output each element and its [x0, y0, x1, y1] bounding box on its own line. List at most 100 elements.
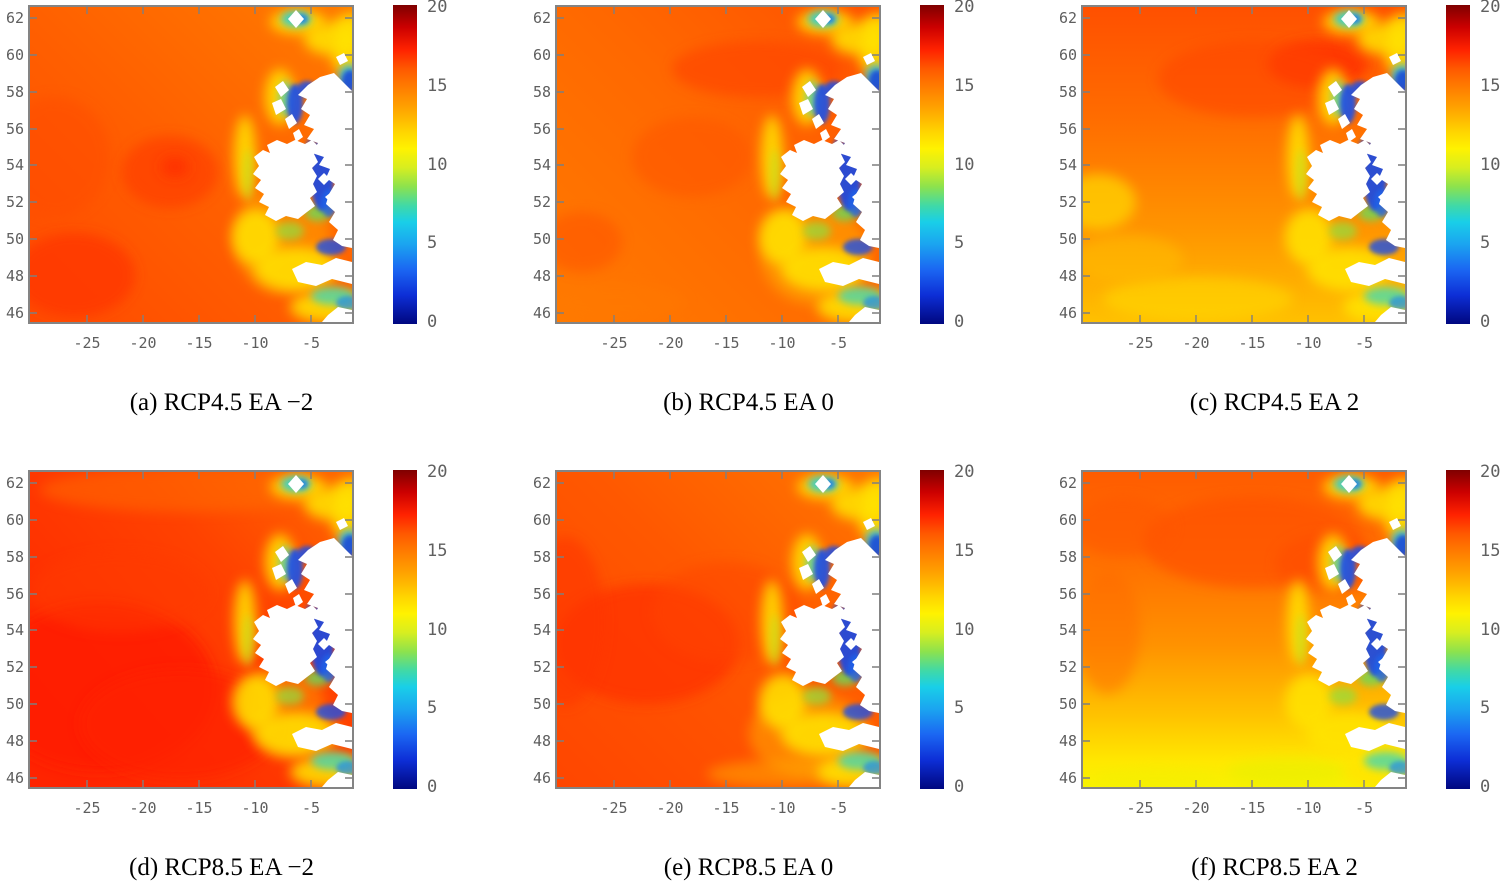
colorbar-tick-label: 10: [1480, 619, 1501, 640]
x-tick-label: -20: [1182, 334, 1210, 352]
y-tick-label: 46: [532, 769, 551, 787]
colorbar-tick-label: 10: [427, 619, 448, 640]
brittany-landmass: [1375, 307, 1405, 322]
y-tick-label: 54: [1058, 156, 1077, 174]
brittany-landmass: [1375, 772, 1405, 787]
hebrides-islet-1: [275, 546, 289, 562]
contour-map-d: [30, 472, 352, 787]
shetland-islet: [1341, 10, 1357, 28]
y-tick-label: 54: [532, 621, 551, 639]
y-tick-label: 58: [5, 83, 24, 101]
ireland-landmass: [1306, 605, 1371, 686]
panel-caption-a: (a) RCP4.5 EA −2: [129, 389, 314, 416]
great-britain-landmass: [1351, 538, 1405, 713]
x-tick-label: -10: [768, 799, 796, 817]
axis-tick-marks: [1083, 7, 1405, 322]
y-tick-label: 54: [5, 156, 24, 174]
colorbar-tick-label: 10: [427, 154, 448, 175]
isle-of-man-islet: [1371, 638, 1383, 650]
x-tick-label: -10: [1294, 334, 1322, 352]
y-tick-label: 54: [532, 156, 551, 174]
colorbar-tick-label: 20: [954, 0, 975, 17]
hebrides-islet-2: [272, 564, 286, 580]
orkney-islet: [863, 518, 875, 530]
hebrides-islet-2: [799, 99, 813, 115]
sea-color-band: [30, 552, 210, 632]
anglesey-islet: [1378, 658, 1388, 667]
orkney-islet: [1389, 518, 1401, 530]
cornwall-landmass: [292, 258, 352, 286]
sea-color-band: [770, 149, 780, 201]
ireland-landmass: [1306, 140, 1371, 221]
y-tick-label: 56: [532, 120, 551, 138]
y-tick-label: 56: [1058, 585, 1077, 603]
y-tick-label: 52: [1058, 193, 1077, 211]
axis-tick-marks: [1083, 472, 1405, 787]
y-tick-label: 60: [1058, 46, 1077, 64]
colorbar-tick-label: 15: [1480, 540, 1501, 561]
y-tick-label: 50: [5, 230, 24, 248]
hebrides-islet-4: [820, 594, 830, 607]
colorbar: [1446, 470, 1470, 789]
colorbar-tick-label: 15: [1480, 75, 1501, 96]
isle-of-man-islet: [318, 638, 330, 650]
y-tick-label: 50: [1058, 695, 1077, 713]
anglesey-islet: [1378, 193, 1388, 202]
panel-caption-c: (c) RCP4.5 EA 2: [1189, 389, 1360, 416]
isle-of-man-islet: [1371, 173, 1383, 185]
sea-color-band: [336, 761, 352, 775]
sea-color-band: [1158, 41, 1348, 117]
contour-map-f: [1083, 472, 1405, 787]
sea-color-band: [1387, 13, 1405, 41]
isle-of-man-islet: [845, 638, 857, 650]
colorbar-tick-label: 0: [427, 312, 438, 332]
x-tick-label: -15: [185, 334, 213, 352]
sea-color-band: [557, 212, 622, 272]
colorbar-tick-label: 0: [427, 777, 438, 797]
x-tick-label: -15: [185, 799, 213, 817]
contour-map-a: [30, 7, 352, 322]
colorbar-tick-label: 15: [954, 540, 975, 561]
x-tick-label: -10: [241, 799, 269, 817]
y-tick-label: 52: [532, 658, 551, 676]
hebrides-islet-1: [1328, 546, 1342, 562]
map-panel-f: [1081, 470, 1407, 789]
map-panel-e: [555, 470, 881, 789]
hebrides-islet-4: [293, 129, 303, 142]
contour-map-e: [557, 472, 879, 787]
sea-color-band: [1096, 767, 1220, 787]
anglesey-islet: [852, 658, 862, 667]
y-tick-label: 58: [1058, 83, 1077, 101]
y-tick-label: 50: [532, 230, 551, 248]
hebrides-islet-4: [820, 129, 830, 142]
great-britain-landmass: [825, 538, 879, 713]
brittany-landmass: [322, 772, 352, 787]
sea-color-band: [1083, 174, 1136, 230]
y-tick-label: 50: [1058, 230, 1077, 248]
sea-color-band: [1389, 296, 1405, 310]
x-tick-label: -5: [301, 334, 321, 352]
isle-of-man-islet: [318, 173, 330, 185]
orkney-islet: [336, 53, 348, 65]
x-tick-label: -15: [1238, 334, 1266, 352]
x-tick-label: -10: [1294, 799, 1322, 817]
y-tick-label: 58: [532, 548, 551, 566]
x-tick-label: -15: [712, 799, 740, 817]
shetland-islet: [288, 10, 304, 28]
hebrides-islet-3: [812, 114, 824, 129]
shetland-islet: [1341, 475, 1357, 493]
x-tick-label: -10: [241, 334, 269, 352]
hebrides-islet-2: [799, 564, 813, 580]
y-tick-label: 52: [5, 658, 24, 676]
hebrides-islet-2: [1325, 564, 1339, 580]
sea-color-band: [1083, 235, 1183, 283]
orkney-islet: [1389, 53, 1401, 65]
colorbar-tick-label: 0: [954, 777, 965, 797]
colorbar-tick-label: 0: [1480, 312, 1491, 332]
y-tick-label: 58: [1058, 548, 1077, 566]
sea-color-band: [861, 13, 879, 41]
y-tick-label: 62: [5, 9, 24, 27]
x-tick-label: -25: [600, 799, 628, 817]
y-tick-label: 60: [532, 46, 551, 64]
brittany-landmass: [849, 772, 879, 787]
